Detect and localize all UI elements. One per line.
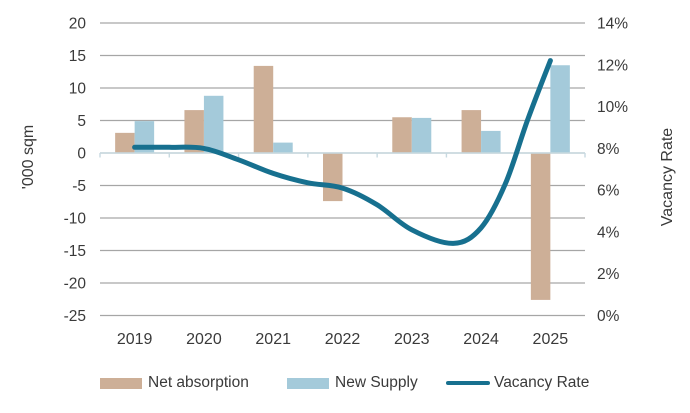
right-axis-tick-label: 4% <box>597 224 620 241</box>
right-axis-title: Vacancy Rate <box>659 127 676 227</box>
vacancy-rate-swatch <box>446 380 490 386</box>
bar-new-supply-2021 <box>273 142 293 153</box>
new-supply-swatch <box>287 377 329 389</box>
bar-new-supply-2025 <box>550 65 570 153</box>
left-axis-title: '000 sqm <box>20 124 37 190</box>
bar-new-supply-2023 <box>411 117 432 153</box>
x-axis-year-label: 2023 <box>394 331 430 348</box>
right-axis-tick-label: 14% <box>597 16 628 33</box>
right-axis-tick-label: 10% <box>597 99 628 116</box>
x-axis-year-label: 2024 <box>463 331 499 348</box>
left-axis-tick-label: 15 <box>69 48 86 65</box>
right-axis-tick-label: 0% <box>597 308 620 325</box>
right-axis-tick-label: 8% <box>597 141 620 158</box>
right-axis-tick-label: 2% <box>597 266 620 283</box>
bar-new-supply-2024 <box>481 130 501 153</box>
legend-label-vacancy-rate: Vacancy Rate <box>494 374 590 391</box>
legend-item-new-supply: New Supply <box>287 371 418 395</box>
x-axis-year-label: 2022 <box>325 331 361 348</box>
bar-net-absorption-2021 <box>253 65 274 153</box>
left-axis-tick-label: -25 <box>64 308 86 325</box>
legend-item-net-absorption: Net absorption <box>100 371 249 395</box>
left-axis-tick-label: -5 <box>72 178 86 195</box>
vacancy-rate-line <box>132 58 553 246</box>
right-axis-tick-label: 6% <box>597 183 620 200</box>
bar-net-absorption-2025 <box>530 153 551 300</box>
legend: Net absorption New Supply Vacancy Rate <box>0 371 690 397</box>
bar-net-absorption-2024 <box>461 110 482 153</box>
bar-net-absorption-2020 <box>184 110 204 153</box>
legend-item-vacancy-rate: Vacancy Rate <box>446 371 589 395</box>
bar-net-absorption-2019 <box>115 132 135 153</box>
left-axis-tick-label: -15 <box>64 243 86 260</box>
x-axis-year-label: 2021 <box>255 331 291 348</box>
left-axis-tick-label: -20 <box>64 276 87 293</box>
left-axis-tick-label: 5 <box>77 113 86 130</box>
right-axis-tick-label: 12% <box>597 57 628 74</box>
legend-label-net-absorption: Net absorption <box>148 374 249 391</box>
net-absorption-swatch <box>100 377 142 389</box>
x-axis-year-label: 2020 <box>186 331 222 348</box>
left-axis-tick-label: -10 <box>64 211 87 228</box>
bar-net-absorption-2023 <box>392 117 412 153</box>
x-axis-year-label: 2019 <box>117 331 153 348</box>
left-axis-tick-label: 10 <box>69 81 87 98</box>
left-axis-tick-label: 20 <box>69 16 87 33</box>
bar-new-supply-2020 <box>203 95 224 153</box>
legend-label-new-supply: New Supply <box>335 374 418 391</box>
bar-net-absorption-2022 <box>323 153 343 202</box>
left-axis-tick-label: 0 <box>77 146 86 163</box>
x-axis-year-label: 2025 <box>533 331 569 348</box>
